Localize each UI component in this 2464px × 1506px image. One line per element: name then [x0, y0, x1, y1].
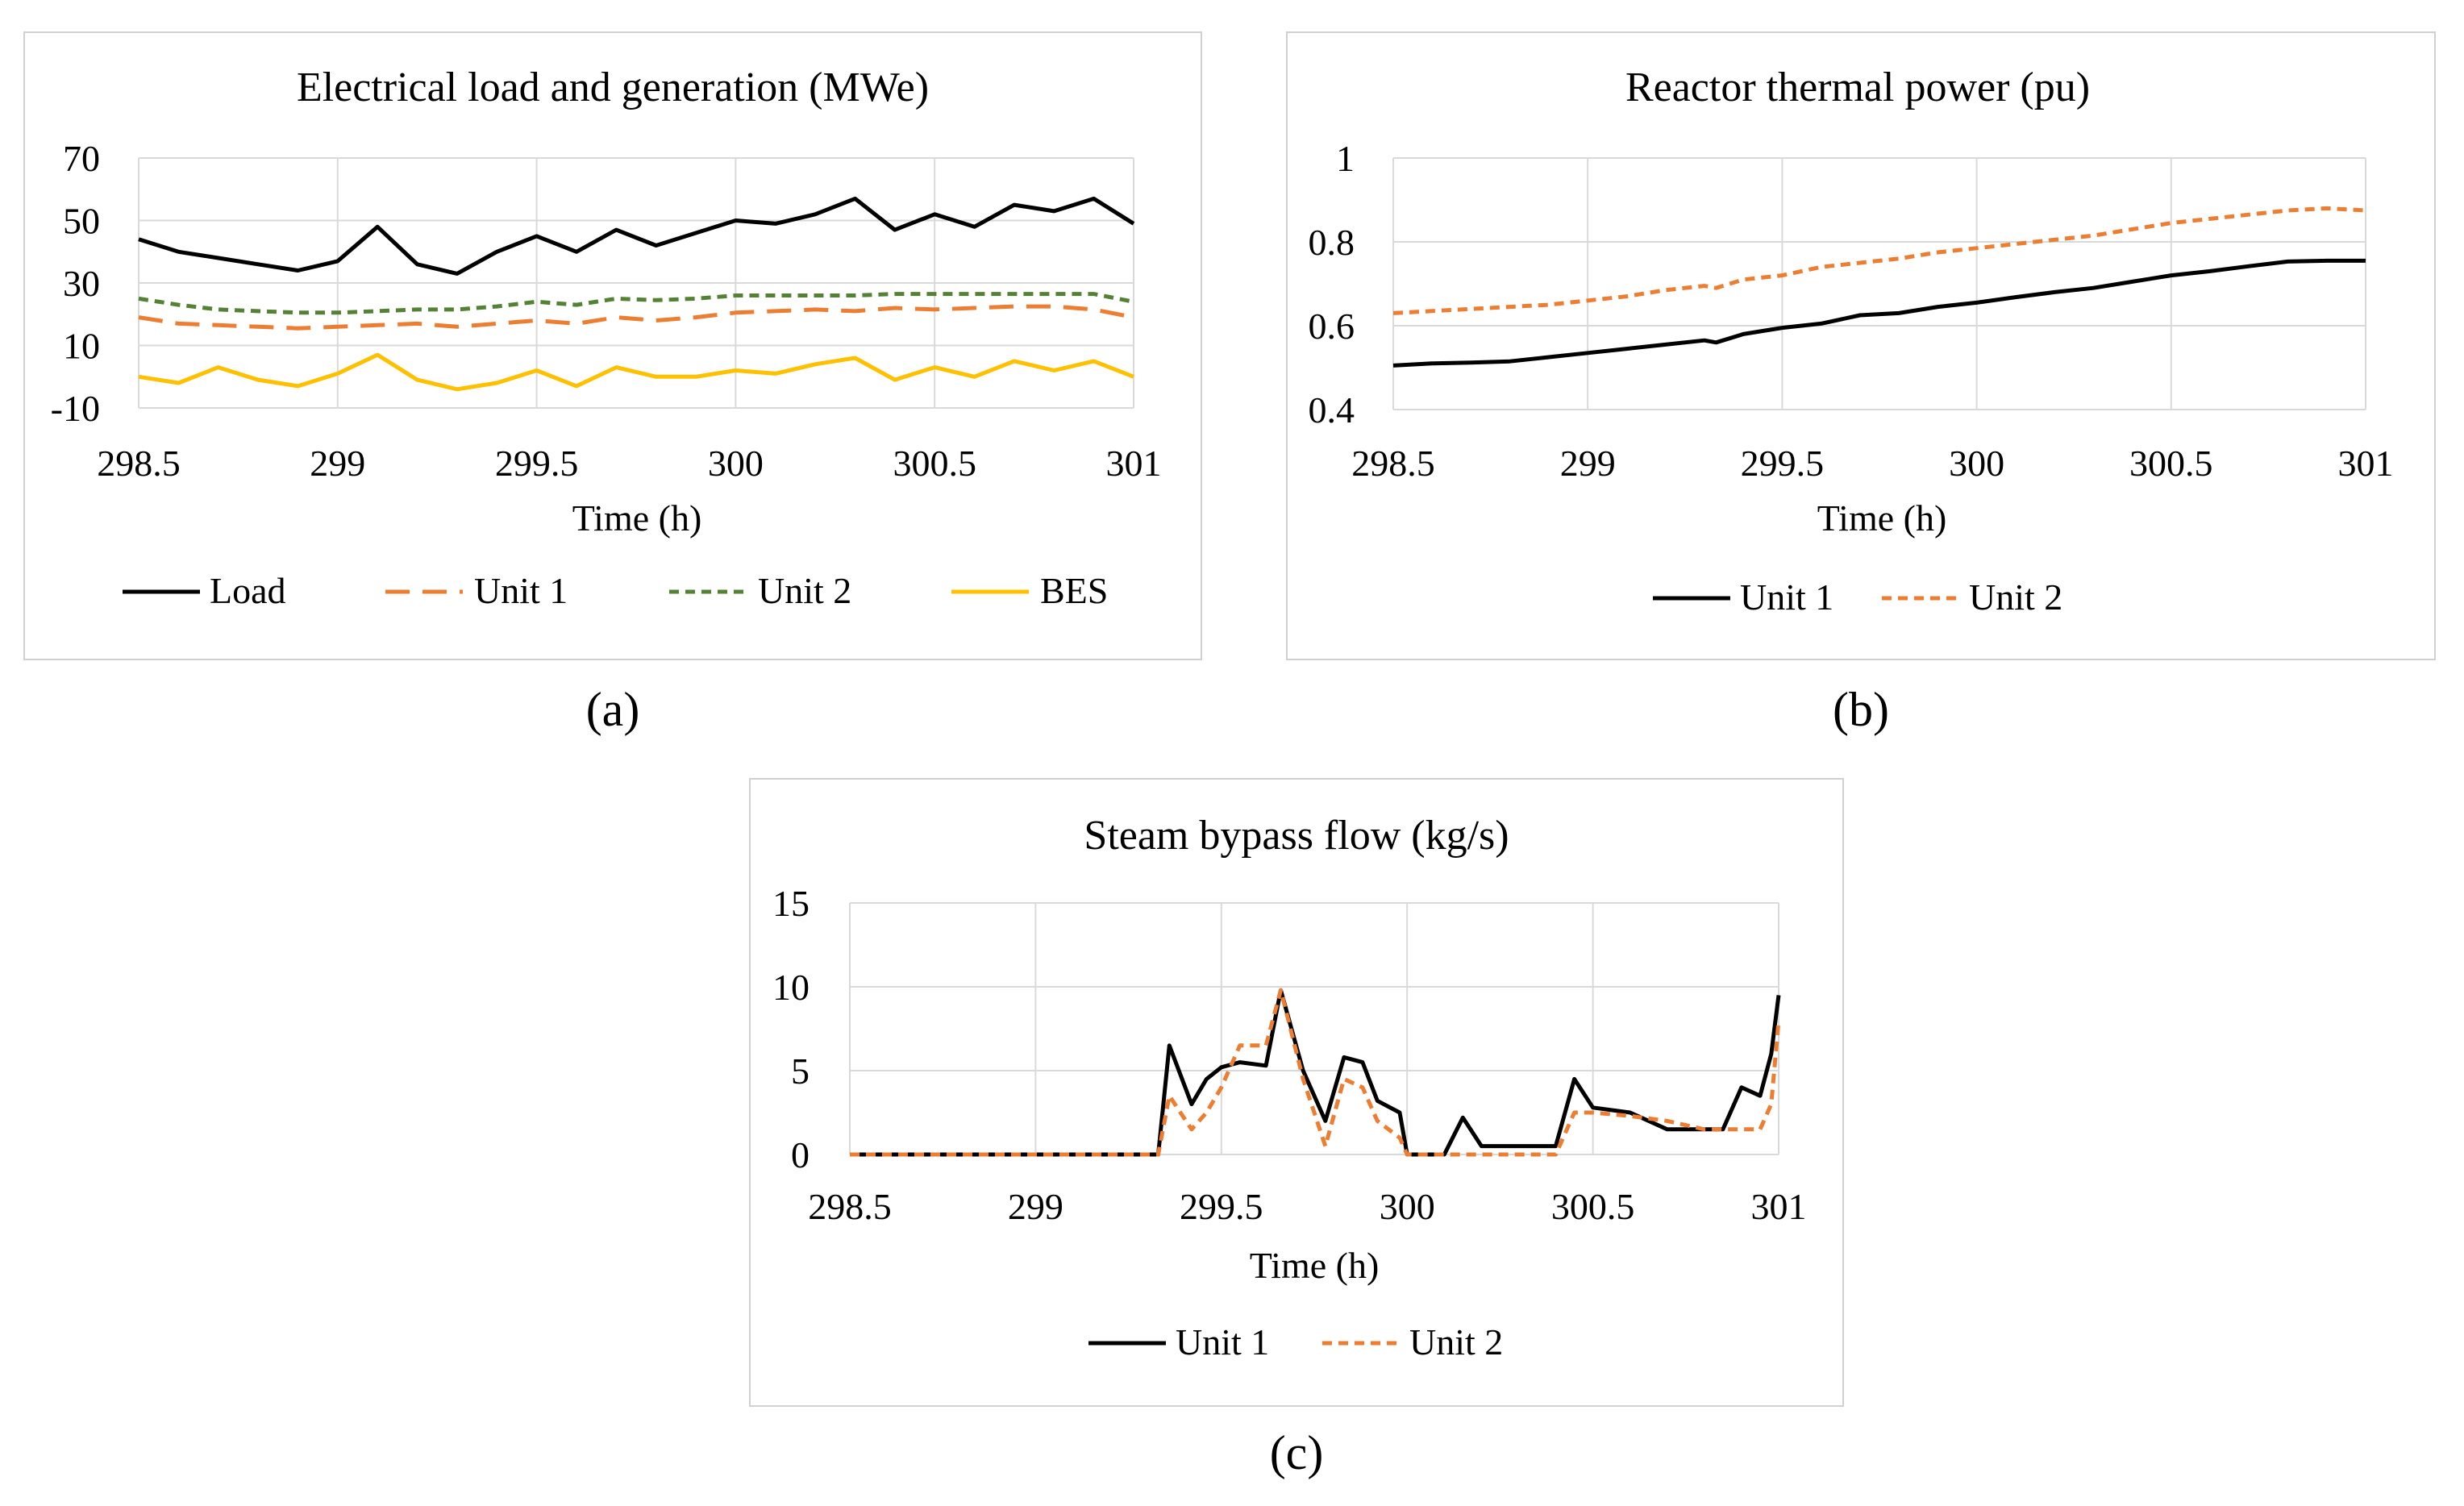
chart-0-legend-label: BES: [1040, 570, 1108, 611]
chart-0-ytick-label: 70: [63, 138, 100, 179]
chart-c-caption: (c): [1270, 1426, 1324, 1479]
chart-0-legend-label: Unit 1: [474, 570, 568, 611]
chart-0-series-unit-2: [138, 292, 1134, 315]
chart-b-legend: Unit 1 Unit 2: [1653, 576, 2062, 618]
chart-2-xtick-label: 301: [1751, 1186, 1807, 1227]
chart-b-plot-area: 0.4 0.6 0.8 1 298.5 299 299.5 300 300.5 301: [1309, 138, 2394, 484]
chart-a-legend: Load Unit 1 Unit 2 BES: [123, 570, 1108, 611]
chart-2-ytick-label: 15: [772, 883, 810, 924]
chart-b-reactor-power: Reactor thermal power (pu) 0.4 0.6 0.8 1 298…: [1286, 31, 2436, 736]
chart-0-ytick-label: 30: [63, 263, 100, 304]
chart-0-ytick-label: 10: [63, 326, 100, 367]
chart-0-series-unit-1: [138, 304, 1134, 331]
chart-1-xtick-label: 300.5: [2129, 443, 2213, 484]
chart-0-xtick-label: 301: [1106, 443, 1162, 484]
chart-0-xtick-label: 298.5: [97, 443, 181, 484]
chart-2-ytick-label: 0: [791, 1134, 810, 1175]
chart-2-legend-label: Unit 1: [1176, 1321, 1269, 1362]
chart-a-caption: (a): [586, 683, 640, 736]
chart-2-ytick-label: 10: [772, 967, 810, 1008]
chart-b-xlabel: Time (h): [1817, 497, 1947, 539]
chart-c-plot-area: 0 5 10 15 298.5 299 299.5 300 300.5 301: [772, 883, 1807, 1227]
chart-1-ytick-label: 0.8: [1309, 222, 1355, 263]
chart-c-xlabel: Time (h): [1250, 1245, 1380, 1286]
chart-2-xtick-label: 299: [1008, 1186, 1063, 1227]
chart-1-legend-label: Unit 2: [1969, 576, 2062, 618]
chart-0-ytick-label: -10: [51, 388, 100, 429]
chart-c-frame: [749, 778, 1844, 1407]
chart-1-ytick-label: 1: [1336, 138, 1355, 179]
chart-0-xtick-label: 299.5: [495, 443, 579, 484]
chart-c-legend: Unit 1 Unit 2: [1088, 1321, 1503, 1362]
chart-1-legend-label: Unit 1: [1740, 576, 1833, 618]
chart-b-frame: [1286, 31, 2436, 660]
chart-1-series-unit-1: [1392, 258, 2366, 368]
chart-0-xtick-label: 300: [708, 443, 764, 484]
chart-1-ytick-label: 0.4: [1309, 389, 1355, 431]
chart-a-electrical-load: Electrical load and generation (MWe) -10…: [23, 31, 1202, 736]
chart-1-xtick-label: 299.5: [1741, 443, 1825, 484]
chart-2-legend-label: Unit 2: [1409, 1321, 1503, 1362]
chart-2-xtick-label: 299.5: [1180, 1186, 1263, 1227]
chart-b-title: Reactor thermal power (pu): [1625, 64, 2090, 110]
chart-a-title: Electrical load and generation (MWe): [297, 64, 929, 110]
chart-c-title: Steam bypass flow (kg/s): [1084, 813, 1509, 859]
chart-1-xtick-label: 300: [1949, 443, 2004, 484]
chart-0-series-bes: [138, 352, 1134, 392]
chart-1-xtick-label: 301: [2338, 443, 2394, 484]
chart-b-caption: (b): [1833, 683, 1889, 736]
chart-0-legend-label: Load: [210, 570, 286, 611]
chart-0-xtick-label: 300.5: [893, 443, 976, 484]
chart-1-ytick-label: 0.6: [1309, 306, 1355, 347]
chart-0-xtick-label: 299: [310, 443, 365, 484]
chart-2-xtick-label: 298.5: [808, 1186, 892, 1227]
chart-2-xtick-label: 300.5: [1551, 1186, 1635, 1227]
chart-2-series-unit-1: [850, 988, 1781, 1157]
chart-2-ytick-label: 5: [791, 1050, 810, 1092]
chart-2-series-unit-2: [850, 988, 1781, 1157]
chart-a-plot-area: -10 10 30 50 70 298.5 299 299.5 300 300.5 301: [51, 138, 1162, 484]
chart-2-xtick-label: 300: [1380, 1186, 1435, 1227]
chart-1-xtick-label: 298.5: [1351, 443, 1435, 484]
chart-a-xlabel: Time (h): [572, 497, 702, 539]
chart-0-ytick-label: 50: [63, 201, 100, 242]
chart-c-steam-bypass: Steam bypass flow (kg/s) 0 5 10 15 298.5 299 2…: [749, 778, 1844, 1479]
chart-0-series-load: [138, 196, 1135, 276]
chart-0-legend-label: Unit 2: [758, 570, 851, 611]
chart-1-xtick-label: 299: [1560, 443, 1616, 484]
chart-1-series-unit-2: [1392, 206, 2366, 315]
